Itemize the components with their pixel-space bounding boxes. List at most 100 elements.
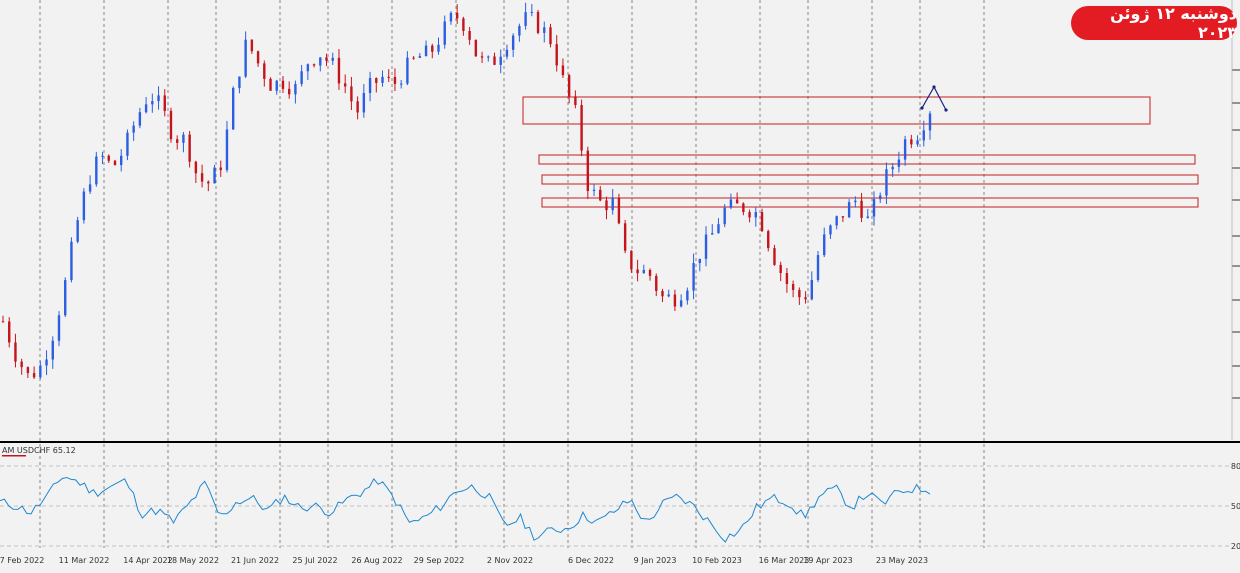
candle-body-84 xyxy=(524,12,527,26)
candle-body-64 xyxy=(399,83,403,85)
candle-body-121 xyxy=(754,212,757,218)
projection-point-0 xyxy=(920,106,924,110)
candle-body-128 xyxy=(798,289,801,298)
candle-body-60 xyxy=(375,78,378,83)
candle-body-135 xyxy=(841,216,845,218)
candle-body-25 xyxy=(157,95,160,102)
candle-body-124 xyxy=(773,248,776,265)
candle-body-34 xyxy=(213,167,216,184)
candle-body-76 xyxy=(474,39,478,57)
candle-body-142 xyxy=(885,169,888,196)
candle-body-136 xyxy=(847,202,851,218)
candle-body-132 xyxy=(823,234,826,256)
candle-body-90 xyxy=(561,65,565,76)
candle-body-39 xyxy=(244,39,247,77)
date-badge-text: دوشنبه ۱۲ ژوئن ۲۰۲۳ xyxy=(1110,4,1237,42)
candle-body-146 xyxy=(910,139,913,145)
candle-body-71 xyxy=(443,21,446,45)
projection-path xyxy=(921,85,947,111)
candle-body-51 xyxy=(319,57,322,66)
x-tick-label-3: 18 May 2022 xyxy=(167,556,219,565)
candle-body-149 xyxy=(928,113,932,131)
x-tick-label-4: 21 Jun 2022 xyxy=(231,556,279,565)
candle-body-100 xyxy=(623,223,627,251)
candle-body-111 xyxy=(692,263,695,291)
candle-body-96 xyxy=(599,189,602,201)
candle-body-16 xyxy=(101,155,104,157)
candle-body-20 xyxy=(126,132,129,156)
candle-body-23 xyxy=(144,104,148,113)
price-zone-0 xyxy=(522,96,1151,125)
candle-body-94 xyxy=(586,150,590,191)
candle-body-131 xyxy=(816,255,820,280)
candle-body-53 xyxy=(331,57,334,61)
candle-body-127 xyxy=(791,284,795,290)
candle-body-55 xyxy=(343,83,347,87)
candle-body-81 xyxy=(505,49,509,57)
candle-body-14 xyxy=(88,184,92,192)
candle-body-24 xyxy=(151,101,154,105)
candle-body-17 xyxy=(107,155,110,161)
candle-body-13 xyxy=(82,191,86,221)
candle-body-62 xyxy=(387,76,390,78)
candle-body-28 xyxy=(176,139,179,143)
candle-body-89 xyxy=(555,44,558,66)
candle-body-21 xyxy=(132,125,135,133)
candle-body-48 xyxy=(300,71,303,84)
candle-body-75 xyxy=(468,30,471,40)
candle-body-69 xyxy=(431,45,434,52)
candle-body-106 xyxy=(661,290,664,297)
candle-body-47 xyxy=(294,83,297,95)
candle-body-102 xyxy=(636,269,639,274)
candle-body-103 xyxy=(642,269,646,274)
candle-body-145 xyxy=(903,139,907,160)
candle-body-52 xyxy=(325,57,328,61)
candle-body-95 xyxy=(592,189,596,191)
candle-body-123 xyxy=(767,231,770,249)
x-tick-label-0: 7 Feb 2022 xyxy=(0,556,44,565)
candle-body-114 xyxy=(711,233,714,235)
candle-body-43 xyxy=(269,78,272,91)
price-zone-3 xyxy=(541,197,1199,208)
candle-body-73 xyxy=(455,12,459,19)
candle-body-32 xyxy=(200,173,204,182)
candle-body-87 xyxy=(543,27,546,33)
candle-body-57 xyxy=(356,101,359,113)
candle-body-42 xyxy=(263,63,266,79)
candle-body-40 xyxy=(250,39,254,52)
candle-body-38 xyxy=(238,76,241,88)
oscillator-line xyxy=(0,476,931,543)
candle-body-9 xyxy=(57,315,61,341)
candle-body-29 xyxy=(182,134,185,143)
candle-body-130 xyxy=(810,279,813,300)
x-tick-label-14: 23 May 2023 xyxy=(876,556,928,565)
candle-body-2 xyxy=(14,342,17,362)
candle-body-6 xyxy=(39,365,42,378)
candle-body-19 xyxy=(120,155,123,166)
candle-body-45 xyxy=(281,80,285,89)
candle-body-50 xyxy=(312,64,316,66)
candle-body-49 xyxy=(306,64,310,72)
candle-body-15 xyxy=(95,156,98,185)
candle-body-82 xyxy=(511,35,515,50)
candle-body-86 xyxy=(536,11,540,33)
osc-tick-label-1: 50 xyxy=(1231,502,1240,511)
date-badge: دوشنبه ۱۲ ژوئن ۲۰۲۳ xyxy=(1071,4,1237,42)
candle-body-35 xyxy=(219,167,222,171)
candle-body-18 xyxy=(113,160,117,166)
candle-body-119 xyxy=(742,203,745,213)
candle-body-63 xyxy=(393,77,397,84)
candle-body-104 xyxy=(648,269,652,276)
price-zone-1 xyxy=(538,154,1196,165)
candle-body-147 xyxy=(916,140,919,145)
candle-body-134 xyxy=(835,216,838,226)
candle-body-83 xyxy=(518,25,521,36)
candle-body-79 xyxy=(493,56,496,65)
x-tick-label-5: 25 Jul 2022 xyxy=(292,556,337,565)
candle-body-72 xyxy=(449,12,453,22)
candle-body-120 xyxy=(748,212,751,218)
candle-body-61 xyxy=(381,76,384,83)
projection-point-1 xyxy=(932,85,936,89)
candle-body-59 xyxy=(368,78,372,94)
